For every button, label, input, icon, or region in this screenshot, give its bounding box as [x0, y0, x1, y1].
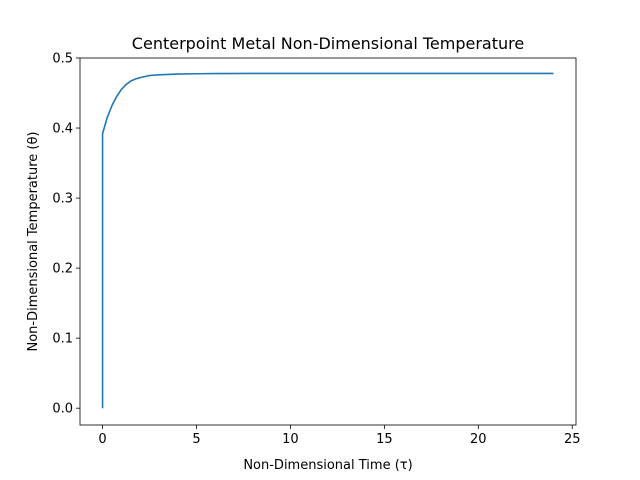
x-tick-label: 5 — [192, 432, 200, 447]
y-tick-label: 0.4 — [52, 122, 73, 137]
x-tick-label: 10 — [282, 432, 299, 447]
y-tick-label: 0.0 — [52, 402, 73, 417]
x-tick-label: 15 — [376, 432, 393, 447]
series-layer — [101, 72, 554, 409]
y-tick-label: 0.1 — [52, 332, 73, 347]
x-axis-label: Non-Dimensional Time (τ) — [243, 458, 412, 473]
plot-frame — [79, 57, 577, 426]
chart-title: Centerpoint Metal Non-Dimensional Temper… — [132, 34, 524, 53]
y-axis-label: Non-Dimensional Temperature (θ) — [26, 132, 41, 352]
ticks-layer: 0 5 10 15 20 25 0.0 0.1 0.2 0.3 0.4 0.5 — [52, 52, 580, 448]
x-tick-label: 25 — [564, 432, 581, 447]
series-line — [101, 72, 554, 409]
x-tick-label: 20 — [470, 432, 487, 447]
y-tick-label: 0.3 — [52, 192, 73, 207]
y-tick-label: 0.2 — [52, 262, 73, 277]
y-tick-label: 0.5 — [52, 52, 73, 67]
x-tick-label: 0 — [98, 432, 106, 447]
